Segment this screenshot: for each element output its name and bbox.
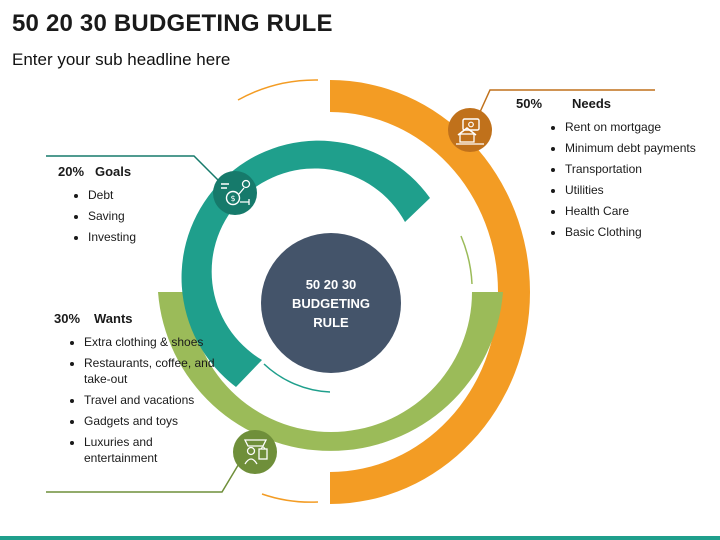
wants-name: Wants: [94, 311, 133, 326]
list-item: Luxuries and entertainment: [70, 434, 218, 466]
center-circle: [261, 233, 401, 373]
wants-percent: 30%: [54, 311, 81, 326]
wants-callout-line: [46, 461, 241, 493]
list-item: Transportation: [551, 161, 699, 177]
needs-list: Rent on mortgage Minimum debt payments T…: [549, 119, 699, 240]
bottom-accent-bar: [0, 536, 720, 540]
wants-ring-segment: [158, 292, 503, 451]
goals-callout-line: [46, 155, 221, 183]
goals-heading: 20% Goals: [58, 164, 212, 179]
wants-heading: 30% Wants: [54, 311, 218, 326]
needs-name: Needs: [572, 96, 612, 111]
page-subtitle: Enter your sub headline here: [12, 50, 231, 69]
list-item: Saving: [74, 208, 212, 224]
goals-percent: 20%: [58, 164, 85, 179]
needs-ring-segment: [330, 80, 530, 504]
list-item: Minimum debt payments: [551, 140, 699, 156]
svg-text:$: $: [230, 194, 235, 203]
center-label-text: 50 20 30 BUDGETING RULE: [292, 276, 370, 330]
needs-callout-line: [479, 89, 655, 113]
wants-thin-arc: [460, 235, 473, 285]
wants-list: Extra clothing & shoes Restaurants, coff…: [68, 334, 218, 466]
needs-block: 50% Needs Rent on mortgage Minimum debt p…: [516, 96, 699, 245]
goals-block: 20% Goals Debt Saving Investing: [58, 164, 212, 250]
house-money-icon: [448, 108, 492, 152]
page-title: 50 20 30 BUDGETING RULE: [12, 10, 333, 37]
list-item: Restaurants, coffee, and take-out: [70, 355, 218, 387]
list-item: Rent on mortgage: [551, 119, 699, 135]
goals-thin-arc: [263, 363, 331, 393]
list-item: Travel and vacations: [70, 392, 218, 408]
list-item: Extra clothing & shoes: [70, 334, 218, 350]
needs-thin-arc-top: [237, 79, 319, 101]
needs-thin-arc-bottom: [261, 493, 319, 503]
list-item: Basic Clothing: [551, 224, 699, 240]
shopping-person-icon: [233, 430, 277, 474]
goals-name: Goals: [95, 164, 132, 179]
list-item: Investing: [74, 229, 212, 245]
list-item: Utilities: [551, 182, 699, 198]
wants-block: 30% Wants Extra clothing & shoes Restaura…: [54, 311, 218, 471]
list-item: Health Care: [551, 203, 699, 219]
needs-heading: 50% Needs: [516, 96, 699, 111]
needs-percent: 50%: [516, 96, 543, 111]
investment-goals-icon: $: [213, 171, 257, 215]
list-item: Gadgets and toys: [70, 413, 218, 429]
goals-list: Debt Saving Investing: [72, 187, 212, 245]
center-label: 50 20 30 BUDGETING RULE: [261, 233, 401, 373]
list-item: Debt: [74, 187, 212, 203]
